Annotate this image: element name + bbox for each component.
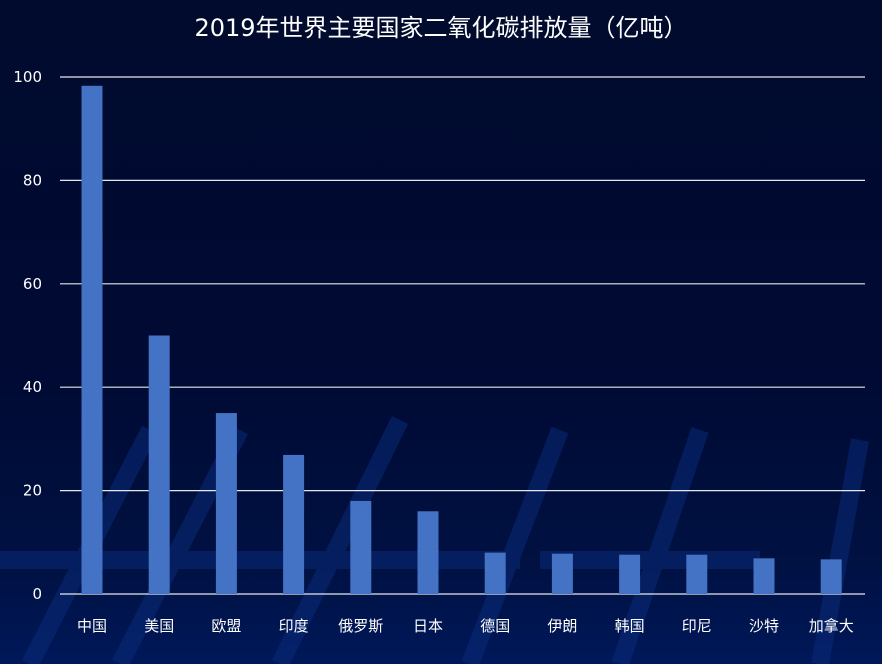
x-tick-label: 俄罗斯	[338, 617, 383, 635]
y-axis-ticks: 0 20 40 60 80 100	[13, 68, 42, 603]
bar-6	[484, 552, 506, 594]
x-tick-label: 中国	[77, 617, 107, 635]
x-tick-label: 德国	[480, 617, 510, 635]
x-tick-label: 日本	[413, 617, 443, 635]
bar-5	[417, 511, 439, 594]
x-axis-ticks: 中国 美国 欧盟 印度 俄罗斯 日本 德国 伊朗 韩国 印尼 沙特 加拿大	[77, 617, 854, 635]
y-tick-label: 60	[23, 275, 42, 293]
bar-7	[551, 553, 573, 594]
bar-8	[619, 554, 641, 594]
x-tick-label: 欧盟	[211, 617, 241, 635]
y-tick-label: 100	[13, 68, 42, 86]
bar-11	[820, 559, 842, 594]
y-tick-label: 20	[23, 482, 42, 500]
x-tick-label: 印度	[279, 617, 309, 635]
bar-3	[283, 454, 305, 594]
bar-2	[215, 413, 237, 594]
x-tick-label: 沙特	[749, 617, 779, 635]
bar-1	[148, 335, 170, 594]
bar-0	[81, 85, 103, 594]
bar-10	[753, 558, 775, 594]
x-tick-label: 美国	[144, 617, 174, 635]
x-tick-label: 伊朗	[547, 617, 577, 635]
chart-title: 2019年世界主要国家二氧化碳排放量（亿吨）	[194, 14, 688, 42]
y-tick-label: 40	[23, 378, 42, 396]
x-tick-label: 加拿大	[809, 617, 854, 635]
bar-4	[350, 500, 372, 594]
bar-9	[686, 554, 708, 594]
y-tick-label: 0	[32, 585, 42, 603]
bars	[81, 85, 842, 594]
x-tick-label: 印尼	[682, 617, 712, 635]
y-tick-label: 80	[23, 171, 42, 189]
x-tick-label: 韩国	[615, 617, 645, 635]
gridlines	[60, 76, 865, 595]
